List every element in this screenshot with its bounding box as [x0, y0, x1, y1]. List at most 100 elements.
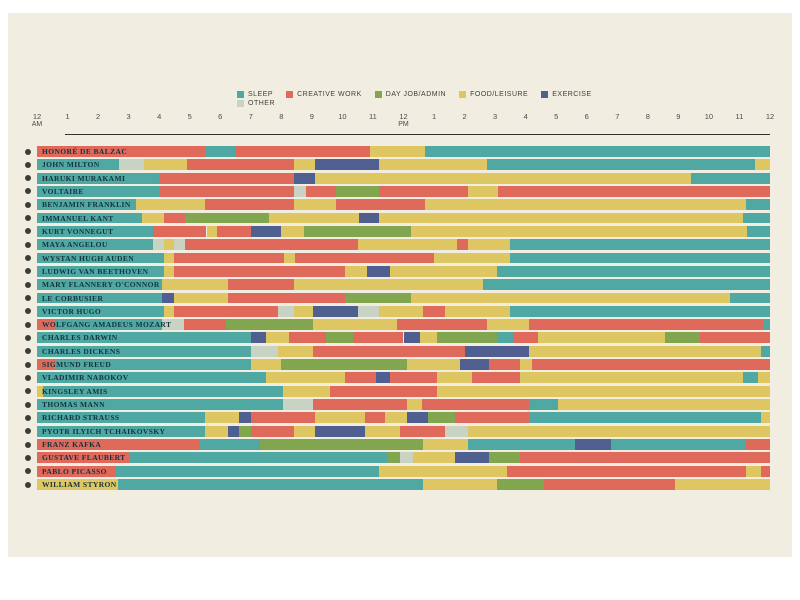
schedule-segment-food	[278, 345, 314, 357]
schedule-segment-sleep	[747, 225, 770, 237]
axis-line	[65, 134, 770, 135]
schedule-segment-exercise	[293, 172, 315, 184]
schedule-segment-food	[487, 319, 529, 331]
schedule-segment-sleep	[37, 212, 143, 224]
axis-tick: 7	[249, 113, 253, 121]
axis-tick: 1	[432, 113, 436, 121]
schedule-segment-food	[206, 225, 218, 237]
person-icon	[25, 454, 31, 461]
schedule-segment-creative	[513, 332, 538, 344]
schedule-segment-exercise	[359, 212, 380, 224]
schedule-segment-creative	[456, 239, 468, 251]
schedule-segment-creative	[531, 359, 770, 370]
timeline-row: CHARLES DICKENS	[25, 345, 770, 357]
schedule-segment-dayjob	[325, 332, 354, 344]
schedule-segment-creative	[699, 332, 770, 344]
person-icon	[25, 241, 31, 248]
schedule-segment-food	[379, 159, 488, 171]
schedule-segment-sleep	[37, 265, 164, 277]
timeline-row: VOLTAIRE	[25, 185, 770, 197]
schedule-segment-creative	[379, 185, 468, 197]
timeline-row: HONORÉ DE BALZAC	[25, 146, 770, 157]
schedule-segment-dayjob	[238, 425, 251, 437]
schedule-segment-creative	[37, 452, 129, 464]
schedule-segment-sleep	[528, 399, 558, 410]
axis-tick: 4	[524, 113, 528, 121]
timeline-row: LUDWIG VAN BEETHOVEN	[25, 265, 770, 277]
axis-tick-label: 4	[523, 112, 528, 121]
person-icon	[25, 441, 31, 448]
schedule-segment-creative	[37, 319, 56, 331]
axis-tick-label: 12	[32, 112, 42, 121]
schedule-segment-food	[314, 412, 366, 424]
schedule-segment-exercise	[314, 425, 366, 437]
schedule-segment-creative	[250, 425, 294, 437]
schedule-segment-food	[269, 212, 360, 224]
schedule-segment-other	[357, 305, 380, 317]
schedule-segment-food	[406, 399, 422, 410]
schedule-segment-creative	[397, 319, 488, 331]
legend: SLEEP CREATIVE WORK DAY JOB/ADMIN FOOD/LEIS…	[237, 91, 597, 109]
schedule-segment-creative	[250, 412, 315, 424]
schedule-segment-food	[204, 412, 239, 424]
schedule-segment-sleep	[37, 425, 205, 437]
axis-tick-label: 7	[248, 112, 253, 121]
axis-tick-label: 10	[704, 112, 714, 121]
axis-tick: 6	[218, 113, 222, 121]
schedule-segment-sleep	[510, 239, 770, 251]
schedule-segment-creative	[163, 212, 186, 224]
time-axis: 12 AM 1 2 3 4 5 6 7 8 9 10 11 12 PM 1 2 3 4 5 6 7 8 9 10 11 12	[32, 112, 774, 147]
schedule-segment-creative	[330, 385, 438, 397]
legend-label: SLEEP	[248, 91, 274, 98]
axis-tick-period: PM	[398, 121, 409, 128]
axis-tick: 8	[279, 113, 283, 121]
timeline-row: LE CORBUSIER	[25, 292, 770, 304]
axis-tick: 10	[705, 113, 713, 121]
axis-tick-period: AM	[31, 121, 43, 128]
person-icon	[25, 428, 31, 435]
axis-tick-label: 9	[309, 112, 314, 121]
schedule-segment-food	[675, 479, 770, 490]
person-name: KINGSLEY AMIS	[42, 386, 108, 396]
axis-tick-label: 4	[157, 112, 162, 121]
person-name: PYOTR ILYICH TCHAIKOVSKY	[42, 426, 166, 436]
schedule-segment-sleep	[730, 292, 770, 304]
timeline-row: PYOTR ILYICH TCHAIKOVSKY	[25, 425, 770, 437]
schedule-segment-sleep	[198, 439, 260, 450]
schedule-segment-food	[437, 372, 473, 384]
schedule-segment-food	[745, 465, 761, 477]
schedule-segment-food	[519, 359, 532, 370]
schedule-segment-creative	[186, 159, 294, 171]
schedule-segment-food	[345, 265, 367, 277]
legend-row: SLEEP CREATIVE WORK DAY JOB/ADMIN FOOD/LEIS…	[237, 91, 597, 98]
schedule-segment-creative	[519, 452, 770, 464]
schedule-segment-creative	[288, 332, 326, 344]
axis-tick: 1	[65, 113, 69, 121]
schedule-segment-exercise	[406, 412, 428, 424]
schedule-segment-food	[528, 345, 761, 357]
schedule-segment-food	[281, 225, 305, 237]
person-name: WYSTAN HUGH AUDEN	[42, 253, 135, 263]
axis-tick: 12 PM	[398, 113, 409, 129]
schedule-segment-creative	[37, 146, 205, 157]
schedule-segment-food	[379, 305, 424, 317]
schedule-segment-other	[282, 399, 314, 410]
timeline-row: BENJAMIN FRANKLIN	[25, 199, 770, 211]
schedule-segment-creative	[528, 319, 764, 331]
schedule-segment-sleep	[204, 146, 236, 157]
schedule-segment-sleep	[37, 159, 120, 171]
schedule-segment-sleep	[467, 439, 575, 450]
schedule-segment-dayjob	[489, 452, 520, 464]
person-icon	[25, 188, 31, 195]
schedule-segment-exercise	[403, 332, 421, 344]
axis-tick-label: 6	[584, 112, 589, 121]
person-icon	[25, 334, 31, 341]
legend-swatch-dayjob-icon	[374, 91, 382, 98]
person-name: VOLTAIRE	[42, 186, 84, 196]
schedule-segment-dayjob	[304, 225, 412, 237]
schedule-segment-dayjob	[336, 185, 380, 197]
timeline-row: FRANZ KAFKA	[25, 439, 770, 450]
legend-label: DAY JOB/ADMIN	[385, 91, 447, 98]
axis-tick: 11	[736, 113, 744, 121]
schedule-segment-creative	[37, 465, 115, 477]
